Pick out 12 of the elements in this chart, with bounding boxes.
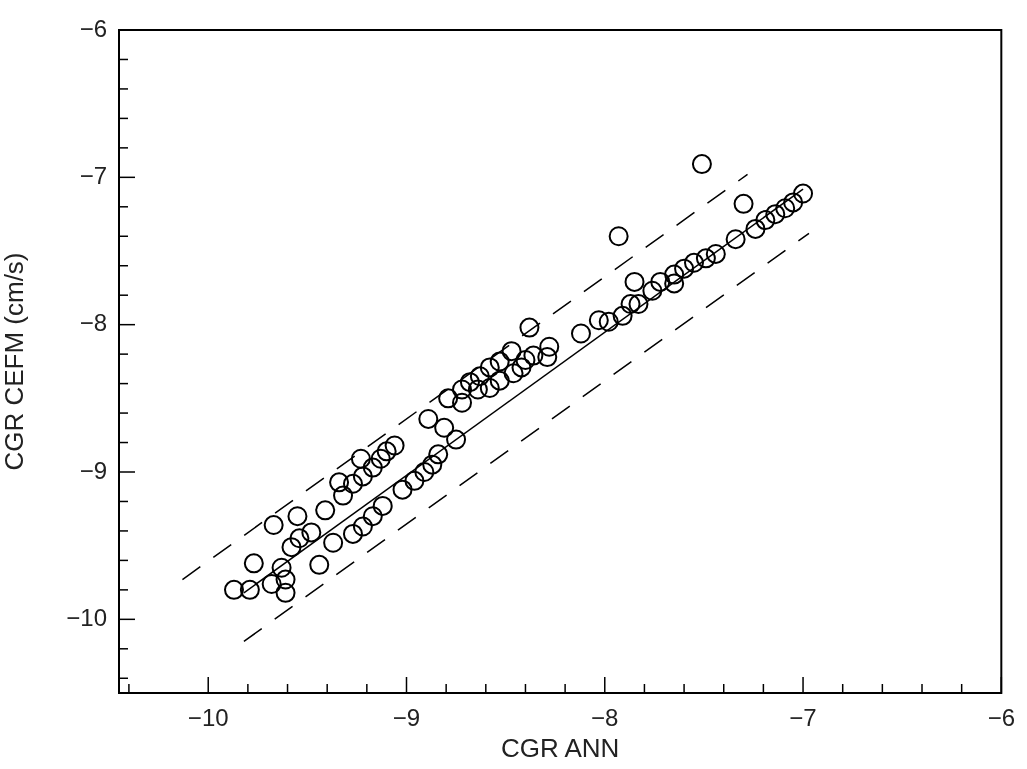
y-axis-title: CGR CEFM (cm/s) [0, 252, 29, 471]
x-tick-label: −6 [987, 704, 1016, 732]
x-tick-label: −9 [392, 704, 421, 732]
y-tick-label: −9 [79, 456, 107, 484]
y-tick-label: −7 [79, 161, 107, 189]
x-axis-title: CGR ANN [500, 732, 620, 763]
y-tick-label: −8 [79, 309, 107, 337]
y-tick-label: −6 [79, 14, 107, 42]
x-tick-label: −10 [187, 704, 229, 732]
x-tick-label: −8 [591, 704, 619, 732]
y-tick-label: −10 [66, 603, 107, 631]
x-tick-label: −7 [789, 704, 817, 732]
